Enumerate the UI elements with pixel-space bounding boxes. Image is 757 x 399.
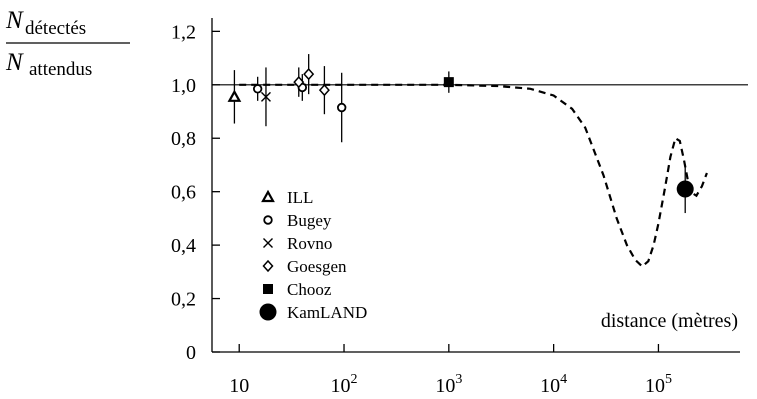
- y-label-denominator-symbol: N: [5, 49, 24, 76]
- legend-label-kamland: KamLAND: [287, 303, 367, 322]
- y-tick-label: 1,0: [171, 75, 196, 97]
- data-point-chooz: [443, 77, 454, 88]
- legend: ILL Bugey Rovno Goesgen Chooz KamLAND: [259, 188, 367, 322]
- y-ticks: 0 0,2 0,4 0,6 0,8 1,0 1,2: [171, 21, 220, 364]
- legend-marker-bugey: [263, 215, 273, 225]
- x-tick-label: 105: [645, 372, 672, 397]
- data-point-goesgen: [293, 76, 305, 89]
- y-axis-label: N détectés N attendus: [5, 7, 130, 80]
- legend-marker-ill: [261, 189, 275, 203]
- data-point-goesgen: [318, 84, 330, 97]
- data-point-ill: [227, 89, 242, 102]
- data-point-kamland: [676, 180, 694, 198]
- y-tick-label: 0,8: [171, 128, 196, 150]
- prediction-curve: [239, 83, 708, 268]
- legend-label-ill: ILL: [287, 188, 313, 207]
- x-tick-label: 102: [331, 372, 358, 397]
- legend-marker-chooz: [263, 284, 273, 294]
- legend-label-goesgen: Goesgen: [287, 257, 347, 276]
- x-axis-label: distance (mètres): [601, 310, 738, 332]
- data-point-bugey: [336, 102, 347, 113]
- y-tick-label: 0: [186, 342, 196, 364]
- y-tick-label: 0,2: [171, 289, 196, 311]
- y-tick-label: 0,4: [171, 235, 196, 257]
- legend-marker-kamland: [259, 303, 277, 321]
- x-ticks: 10 102 103 104 105: [229, 344, 672, 397]
- data-point-bugey: [252, 84, 263, 94]
- y-label-denominator-subscript: attendus: [29, 59, 92, 80]
- prediction-curve-group: [239, 83, 708, 268]
- y-label-numerator-subscript: détectés: [25, 18, 86, 39]
- y-tick-label: 1,2: [171, 21, 196, 43]
- data-point-rovno: [260, 91, 271, 102]
- y-tick-label: 0,6: [171, 182, 196, 204]
- legend-marker-goesgen: [262, 259, 274, 273]
- legend-marker-rovno: [263, 238, 273, 248]
- legend-label-rovno: Rovno: [287, 234, 332, 253]
- x-tick-label: 103: [435, 372, 462, 397]
- x-tick-label: 10: [229, 375, 249, 397]
- y-label-numerator-symbol: N: [5, 7, 24, 34]
- legend-label-bugey: Bugey: [287, 211, 332, 230]
- data-points: [227, 54, 694, 214]
- data-point-goesgen: [303, 67, 315, 81]
- x-tick-label: 104: [540, 372, 567, 397]
- legend-label-chooz: Chooz: [287, 280, 332, 299]
